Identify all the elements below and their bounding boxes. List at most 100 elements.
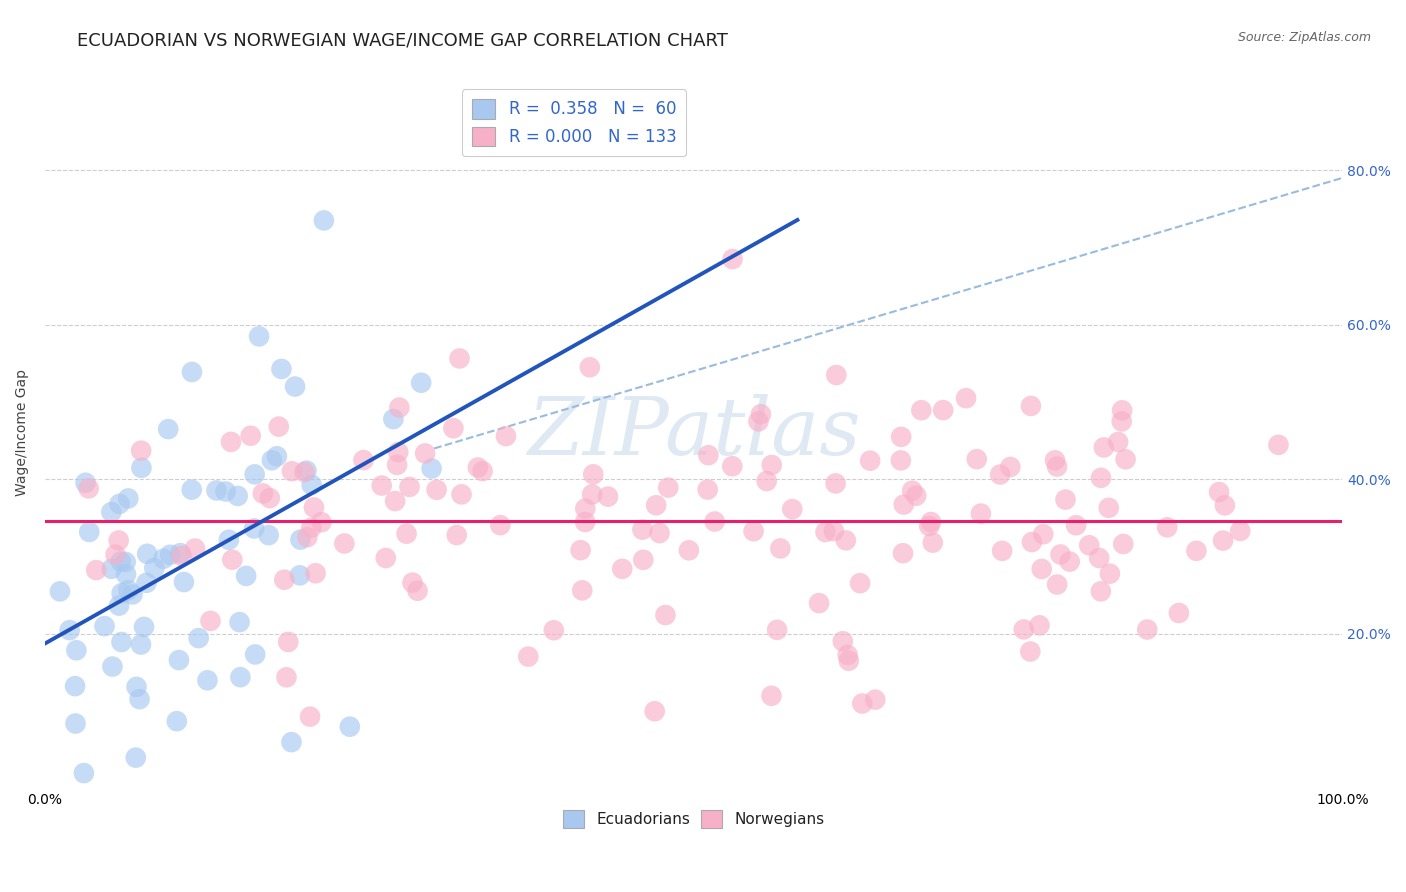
Point [273, 573, 295, 587]
Point [1167, 606, 1189, 620]
Point [281, 464, 304, 478]
Point [353, 453, 375, 467]
Point [152, 551, 174, 566]
Point [252, 486, 274, 500]
Point [761, 458, 783, 472]
Point [1136, 623, 1159, 637]
Point [221, 552, 243, 566]
Point [277, 635, 299, 649]
Point [808, 596, 831, 610]
Point [1107, 435, 1129, 450]
Point [401, 575, 423, 590]
Point [93, 619, 115, 633]
Point [420, 461, 443, 475]
Point [197, 673, 219, 688]
Point [299, 709, 322, 723]
Point [1267, 438, 1289, 452]
Point [63, 679, 86, 693]
Point [1021, 535, 1043, 549]
Point [169, 546, 191, 560]
Point [696, 483, 718, 497]
Point [910, 403, 932, 417]
Point [339, 720, 361, 734]
Point [125, 680, 148, 694]
Point [1049, 548, 1071, 562]
Point [890, 453, 912, 467]
Point [921, 535, 943, 549]
Point [257, 528, 280, 542]
Point [312, 213, 335, 227]
Point [1046, 459, 1069, 474]
Point [108, 497, 131, 511]
Point [121, 587, 143, 601]
Point [1098, 500, 1121, 515]
Point [920, 515, 942, 529]
Point [290, 533, 312, 547]
Point [747, 414, 769, 428]
Point [697, 448, 720, 462]
Point [75, 475, 97, 490]
Point [180, 483, 202, 497]
Point [970, 507, 993, 521]
Point [1185, 544, 1208, 558]
Point [849, 576, 872, 591]
Point [1111, 414, 1133, 428]
Point [1156, 520, 1178, 534]
Point [110, 635, 132, 649]
Point [108, 599, 131, 613]
Point [1043, 453, 1066, 467]
Point [49, 584, 72, 599]
Point [239, 428, 262, 442]
Point [571, 583, 593, 598]
Text: ZIPatlas: ZIPatlas [527, 394, 860, 472]
Point [114, 555, 136, 569]
Point [267, 419, 290, 434]
Point [129, 638, 152, 652]
Y-axis label: Wage/Income Gap: Wage/Income Gap [15, 369, 30, 497]
Point [988, 467, 1011, 482]
Point [311, 515, 333, 529]
Point [543, 624, 565, 638]
Point [1028, 618, 1050, 632]
Point [167, 653, 190, 667]
Point [218, 533, 240, 547]
Point [270, 362, 292, 376]
Point [297, 530, 319, 544]
Point [657, 481, 679, 495]
Point [411, 376, 433, 390]
Point [157, 422, 180, 436]
Point [891, 546, 914, 560]
Point [301, 478, 323, 492]
Point [835, 533, 858, 548]
Point [374, 551, 396, 566]
Point [654, 607, 676, 622]
Point [824, 476, 846, 491]
Point [214, 484, 236, 499]
Text: Source: ZipAtlas.com: Source: ZipAtlas.com [1237, 31, 1371, 45]
Point [1111, 403, 1133, 417]
Point [1019, 399, 1042, 413]
Point [579, 360, 602, 375]
Point [413, 446, 436, 460]
Point [631, 523, 654, 537]
Point [266, 450, 288, 464]
Point [1090, 471, 1112, 485]
Point [890, 430, 912, 444]
Point [302, 500, 325, 515]
Point [749, 407, 772, 421]
Point [110, 554, 132, 568]
Point [104, 548, 127, 562]
Point [825, 368, 848, 382]
Point [181, 365, 204, 379]
Point [110, 586, 132, 600]
Point [235, 569, 257, 583]
Point [1012, 623, 1035, 637]
Point [125, 750, 148, 764]
Point [219, 434, 242, 449]
Point [1000, 460, 1022, 475]
Point [467, 460, 489, 475]
Point [814, 524, 837, 539]
Point [136, 547, 159, 561]
Point [1078, 538, 1101, 552]
Point [769, 541, 792, 556]
